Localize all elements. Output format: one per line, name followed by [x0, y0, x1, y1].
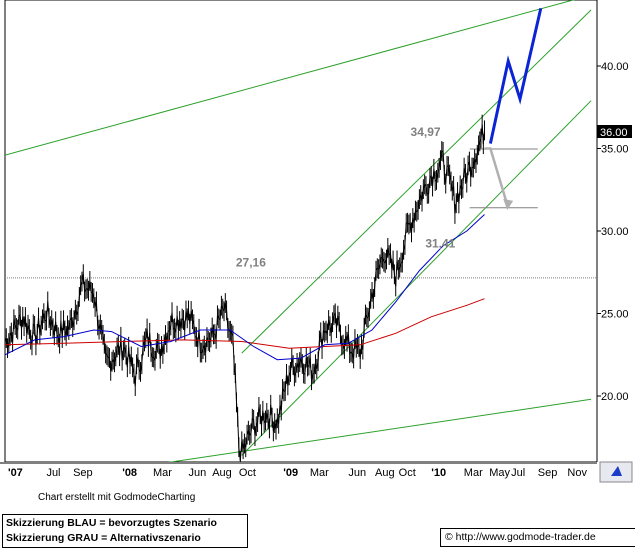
x-tick-label: May	[489, 467, 510, 479]
channel-line	[5, 0, 576, 156]
price-chart: 34,97 31,41 27,16 20.00 25.00 30.00 35.00 40.00…	[0, 0, 635, 483]
level-label: 34,97	[411, 125, 441, 139]
y-tick-label: 40.00	[601, 61, 629, 73]
chart-frame: 34,97 31,41 27,16 20.00 25.00 30.00 35.00 40.00…	[0, 0, 635, 483]
scenario-legend: Skizzierung BLAU = bevorzugtes Szenario …	[2, 514, 248, 548]
x-tick-label: Aug	[212, 467, 232, 479]
x-tick-label: '08	[122, 467, 137, 479]
plot-area	[4, 0, 598, 463]
level-label: 31,41	[425, 236, 455, 250]
legend-blue-scenario: Skizzierung BLAU = bevorzugtes Szenario	[6, 517, 217, 529]
x-tick-label: Oct	[399, 467, 416, 479]
source-url[interactable]: © http://www.godmode-trader.de	[440, 528, 635, 547]
y-tick-label: 30.00	[601, 226, 629, 238]
x-tick-label: '09	[283, 467, 298, 479]
channel-line	[241, 9, 592, 354]
last-price-badge	[597, 125, 632, 138]
x-tick-label: '10	[431, 467, 446, 479]
y-tick-label: 35.00	[601, 144, 629, 156]
x-tick-label: Jun	[348, 467, 366, 479]
x-tick-label: Mar	[153, 467, 172, 479]
legend-grey-scenario: Skizzierung GRAU = Alternativszenario	[6, 532, 201, 544]
last-price-label: 36.00	[600, 127, 628, 139]
price-line	[5, 124, 485, 461]
level-label: 27,16	[236, 255, 266, 269]
x-tick-label: '07	[8, 467, 23, 479]
x-tick-label: Mar	[310, 467, 329, 479]
x-tick-label: Jul	[46, 467, 60, 479]
x-tick-label: Nov	[567, 467, 587, 479]
scenario-blue-path	[488, 7, 543, 144]
y-tick-label: 25.00	[601, 309, 629, 321]
x-axis-strip	[0, 462, 635, 483]
x-tick-label: Jun	[189, 467, 207, 479]
plot-layer	[5, 0, 597, 462]
scenario-grey-path	[484, 147, 510, 209]
channel-line	[241, 100, 592, 456]
ma-short-line	[5, 214, 485, 361]
x-tick-label: Oct	[239, 467, 256, 479]
y-tick-label: 20.00	[601, 391, 629, 403]
x-tick-label: Aug	[375, 467, 395, 479]
ma-long-line	[5, 298, 485, 349]
x-tick-label: Mar	[464, 467, 483, 479]
corner-arrow-icon	[611, 466, 622, 476]
chart-credit: Chart erstellt mit GodmodeCharting	[38, 492, 196, 503]
scenario-grey-arrowhead	[503, 198, 514, 210]
channel-line	[167, 398, 592, 462]
x-tick-label: Sep	[73, 467, 93, 479]
x-tick-label: Jul	[511, 467, 525, 479]
x-tick-label: Sep	[538, 467, 558, 479]
